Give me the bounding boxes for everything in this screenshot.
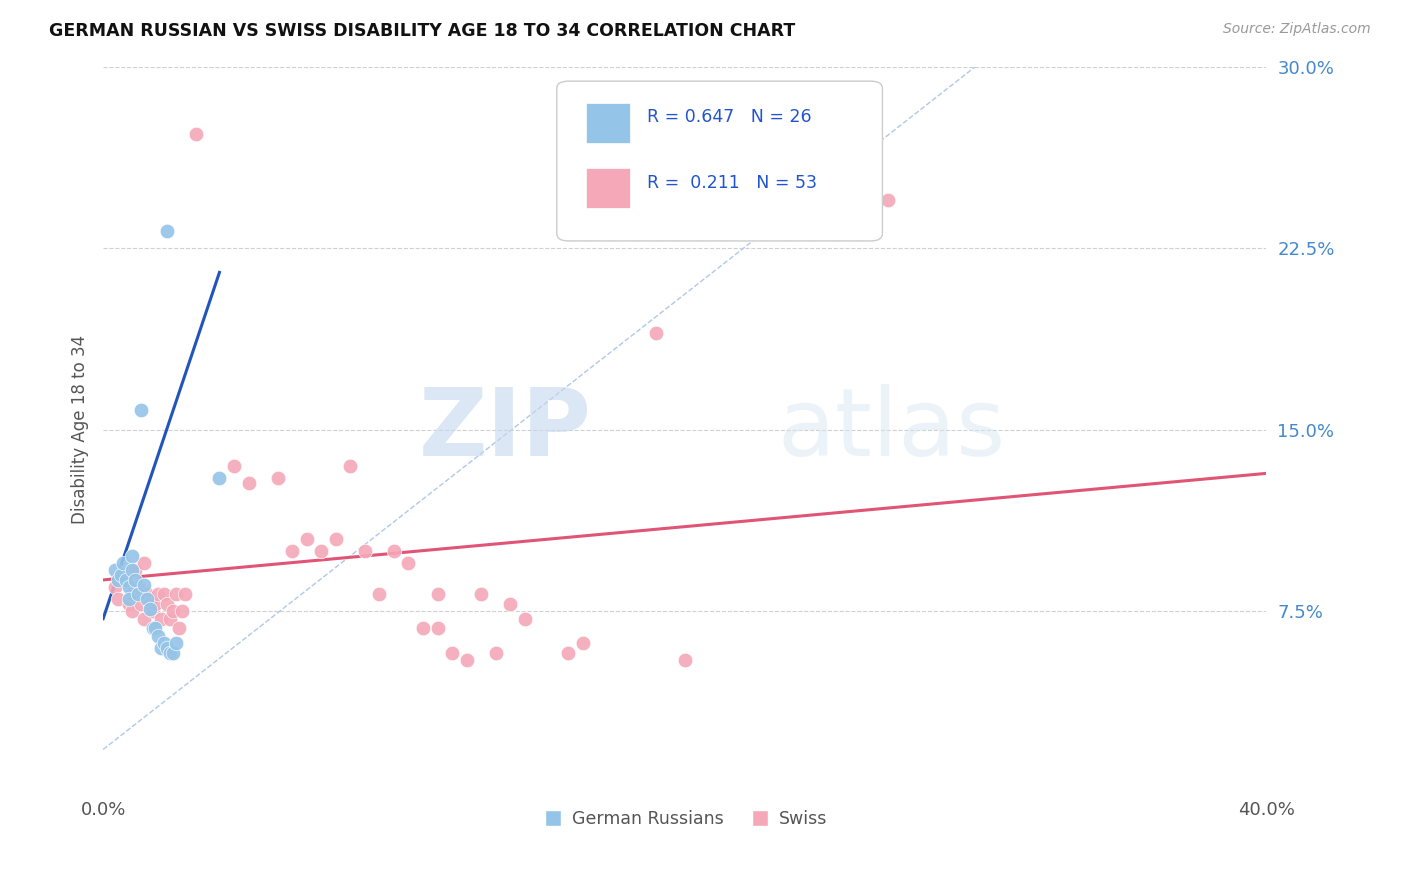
Point: [153, 587, 176, 601]
Point: [266, 471, 288, 485]
Legend: German Russians, Swiss: German Russians, Swiss: [536, 804, 834, 835]
Point: [339, 459, 361, 474]
Point: [121, 604, 143, 618]
Point: [426, 621, 449, 635]
Point: [426, 587, 449, 601]
Bar: [586, 103, 630, 143]
Point: [162, 646, 184, 660]
Point: [208, 471, 231, 485]
Point: [132, 612, 155, 626]
Point: [572, 636, 595, 650]
Point: [412, 621, 434, 635]
Point: [557, 646, 579, 660]
Point: [145, 621, 167, 635]
Point: [135, 592, 157, 607]
Point: [156, 224, 179, 238]
Point: [877, 193, 900, 207]
Text: R =  0.211   N = 53: R = 0.211 N = 53: [648, 174, 817, 192]
Point: [513, 612, 536, 626]
Point: [135, 587, 157, 601]
Point: [398, 556, 420, 570]
Point: [150, 612, 173, 626]
Point: [186, 128, 208, 142]
Point: [118, 580, 141, 594]
Point: [129, 403, 152, 417]
Point: [142, 604, 165, 618]
Point: [281, 544, 304, 558]
Point: [165, 587, 187, 601]
Point: [156, 597, 179, 611]
Point: [368, 587, 391, 601]
Point: [107, 592, 129, 607]
Point: [107, 573, 129, 587]
Point: [162, 604, 184, 618]
Text: atlas: atlas: [778, 384, 1007, 475]
Point: [145, 597, 167, 611]
Point: [485, 646, 508, 660]
Point: [118, 592, 141, 607]
Point: [148, 587, 170, 601]
Point: [148, 629, 170, 643]
Point: [295, 532, 318, 546]
Text: Source: ZipAtlas.com: Source: ZipAtlas.com: [1223, 22, 1371, 37]
Point: [382, 544, 405, 558]
Point: [127, 580, 149, 594]
Text: R = 0.647   N = 26: R = 0.647 N = 26: [648, 109, 813, 127]
Point: [441, 646, 464, 660]
Point: [456, 653, 478, 667]
Point: [127, 587, 149, 601]
Point: [156, 640, 179, 655]
Point: [132, 556, 155, 570]
Point: [153, 636, 176, 650]
Point: [170, 604, 193, 618]
FancyBboxPatch shape: [557, 81, 883, 241]
Point: [118, 597, 141, 611]
Bar: [586, 169, 630, 208]
Point: [673, 653, 696, 667]
Point: [110, 568, 132, 582]
Point: [142, 621, 165, 635]
Point: [129, 597, 152, 611]
Point: [644, 326, 666, 340]
Point: [121, 563, 143, 577]
Point: [167, 621, 190, 635]
Y-axis label: Disability Age 18 to 34: Disability Age 18 to 34: [72, 335, 89, 524]
Point: [124, 563, 146, 577]
Point: [173, 587, 195, 601]
Point: [104, 563, 127, 577]
Point: [165, 636, 187, 650]
Point: [115, 573, 138, 587]
Point: [104, 580, 127, 594]
Point: [112, 556, 135, 570]
Point: [150, 640, 173, 655]
Point: [309, 544, 332, 558]
Point: [112, 568, 135, 582]
Point: [121, 587, 143, 601]
Point: [124, 573, 146, 587]
Point: [353, 544, 375, 558]
Text: GERMAN RUSSIAN VS SWISS DISABILITY AGE 18 TO 34 CORRELATION CHART: GERMAN RUSSIAN VS SWISS DISABILITY AGE 1…: [49, 22, 796, 40]
Point: [470, 587, 492, 601]
Point: [222, 459, 245, 474]
Point: [159, 646, 181, 660]
Point: [138, 597, 160, 611]
Point: [132, 578, 155, 592]
Point: [115, 573, 138, 587]
Text: ZIP: ZIP: [419, 384, 592, 475]
Point: [159, 612, 181, 626]
Point: [238, 476, 260, 491]
Point: [121, 549, 143, 563]
Point: [138, 602, 160, 616]
Point: [325, 532, 347, 546]
Point: [499, 597, 522, 611]
